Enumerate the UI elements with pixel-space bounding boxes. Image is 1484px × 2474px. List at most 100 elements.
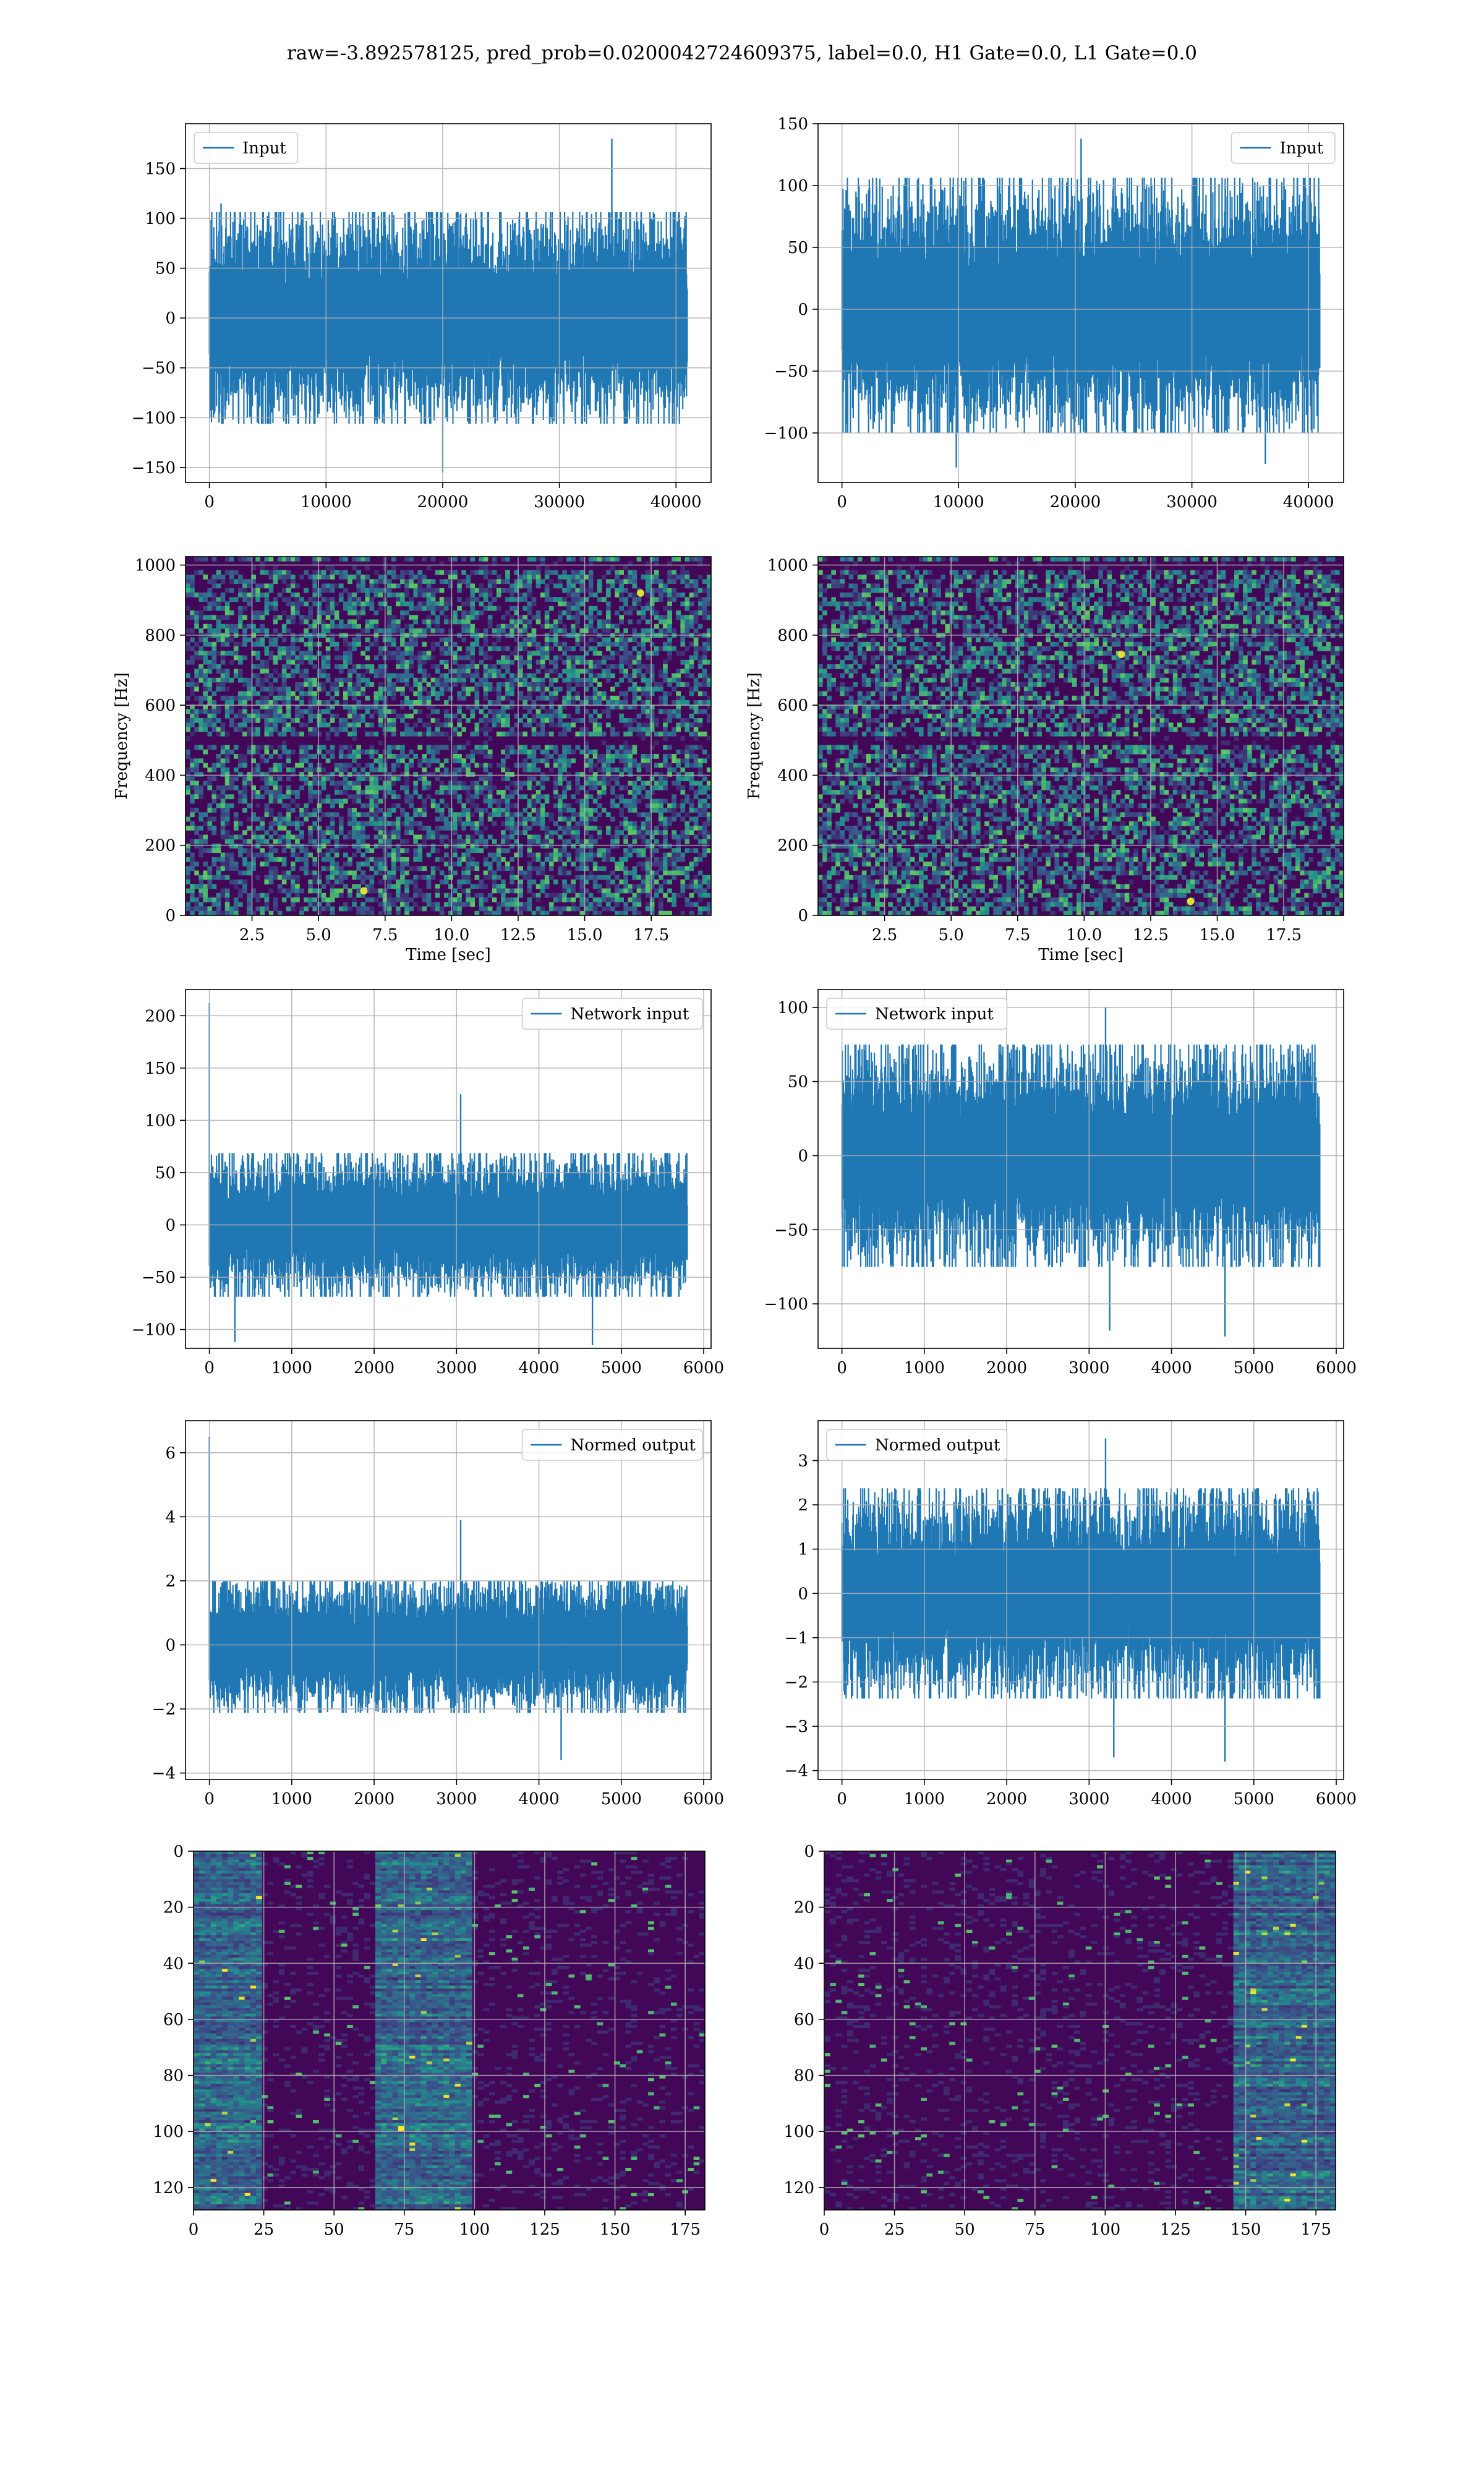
axes-frame [817,556,1344,916]
y-tick-label: 150 [145,160,176,179]
y-tick-label: 800 [777,627,808,645]
panel-normed-output-h1: 0 1000 2000 3000 4000 5000 6000 −4 −2 0 2 4 6 Normed … [152,1420,724,1808]
x-tick-label: 6000 [1316,1790,1357,1808]
legend: Normed output [521,1429,703,1461]
legend: Input [1230,132,1336,164]
y-tick-label: 0 [798,1147,808,1165]
x-tick-label: 3000 [1068,1790,1109,1808]
x-tick-label: 5.0 [306,926,331,944]
x-tick-label: 6000 [1316,1359,1357,1377]
y-tick-label: 150 [145,1059,176,1078]
axes-frame [817,1420,1344,1780]
grid [186,1421,711,1779]
x-tick-label: 3000 [1068,1359,1109,1377]
x-tick-label: 10.0 [433,926,469,944]
x-tick-label: 50 [324,2220,344,2239]
plot-area [841,1007,1321,1337]
y-tick-label: 100 [145,1111,176,1130]
legend: Normed output [826,1429,1008,1461]
y-tick-label: 100 [145,210,176,228]
x-tick-label: 175 [1300,2220,1331,2239]
y-tick-label: 150 [777,115,808,134]
x-tick-label: 7.5 [1005,926,1030,944]
x-tick-label: 0 [819,2220,830,2239]
legend-box [826,1429,1008,1461]
axes-frame [185,1420,712,1780]
x-tick-label: 12.5 [1133,926,1169,944]
y-tick-label: 100 [153,2123,184,2141]
x-tick-label: 4000 [518,1790,559,1808]
legend: Input [194,132,299,164]
y-tick-label: 50 [788,1073,808,1092]
y-tick-label: 800 [145,627,176,645]
axes-frame [185,989,712,1349]
x-tick-label: 2.5 [872,926,897,944]
y-tick-label: 0 [165,309,176,328]
y-tick-label: −100 [132,409,176,427]
y-tick-label: 2 [798,1496,808,1515]
x-tick-label: 5.0 [939,926,964,944]
y-tick-label: −4 [785,1762,808,1781]
y-tick-label: 200 [145,1007,176,1025]
y-tick-label: 0 [165,1216,176,1235]
y-tick-label: 60 [794,2011,814,2029]
y-tick-label: 1 [798,1541,808,1559]
x-axis-label: Time [sec] [1038,946,1124,964]
legend-entry: Normed output [571,1436,696,1455]
heatmap-cells [194,1851,705,2210]
heatmap-cells [824,1851,1336,2210]
x-tick-label: 6000 [683,1359,724,1377]
x-tick-label: 125 [1160,2220,1191,2239]
y-tick-label: 80 [163,2067,184,2086]
x-tick-label: 100 [459,2220,490,2239]
x-tick-label: 1000 [271,1359,312,1377]
y-tick-label: −1 [785,1629,808,1648]
y-tick-label: 120 [153,2179,184,2198]
legend-entry: Normed output [875,1436,1000,1455]
x-tick-label: 75 [394,2220,414,2239]
panel-normed-output-l1: 0 1000 2000 3000 4000 5000 6000 −4 −3 −2 −1 0 1 2 3 Nor… [785,1420,1357,1808]
panel-network-input-h1: 0 1000 2000 3000 4000 5000 6000 −100 −50 0 50 100 15… [132,989,724,1377]
x-tick-label: 5000 [1234,1359,1274,1377]
axes-frame [185,123,712,483]
x-tick-label: 2000 [354,1790,394,1808]
x-tick-label: 12.5 [500,926,536,944]
legend-entry: Input [1280,139,1324,158]
x-tick-label: 25 [884,2220,905,2239]
y-tick-label: −100 [132,1321,176,1340]
y-tick-label: 100 [783,2123,814,2141]
x-tick-label: 1000 [271,1790,312,1808]
panel-spectrogram-h1: 2.5 5.0 7.5 10.0 12.5 15.0 17.5 0 200 400 600 800 10… [113,556,712,964]
plot-area [818,557,1344,915]
panel-spectrogram-l1: 2.5 5.0 7.5 10.0 12.5 15.0 17.5 0 200 400 600 800 10… [745,556,1344,964]
y-tick-label: −2 [152,1700,176,1719]
x-tick-label: 0 [204,1790,215,1808]
x-tick-label: 150 [600,2220,631,2239]
x-tick-label: 30000 [534,493,585,511]
legend-box [521,998,703,1030]
y-tick-label: −50 [774,1221,808,1239]
y-tick-label: 0 [798,907,808,925]
y-tick-label: −100 [764,424,808,443]
x-tick-label: 17.5 [633,926,669,944]
x-tick-label: 4000 [1151,1359,1192,1377]
grid [186,124,711,482]
y-tick-label: 400 [777,766,808,785]
y-tick-label: 4 [165,1508,176,1526]
x-tick-label: 3000 [436,1790,477,1808]
y-tick-label: 0 [165,907,176,925]
y-tick-label: −3 [785,1718,808,1736]
panel-input-l1: 0 10000 20000 30000 40000 −100 −50 0 50 100 150 Inp… [764,115,1344,511]
y-tick-label: 50 [788,239,808,257]
y-tick-label: 50 [155,260,176,278]
x-tick-label: 5000 [601,1790,642,1808]
x-tick-label: 0 [837,1359,847,1377]
y-tick-label: 6 [165,1444,176,1463]
x-tick-label: 30000 [1166,493,1217,511]
x-tick-label: 17.5 [1266,926,1302,944]
y-tick-label: 1000 [767,557,808,575]
legend: Network input [826,998,1008,1030]
x-tick-label: 20000 [417,493,469,511]
x-tick-label: 100 [1090,2220,1121,2239]
plot-area [208,1436,688,1760]
